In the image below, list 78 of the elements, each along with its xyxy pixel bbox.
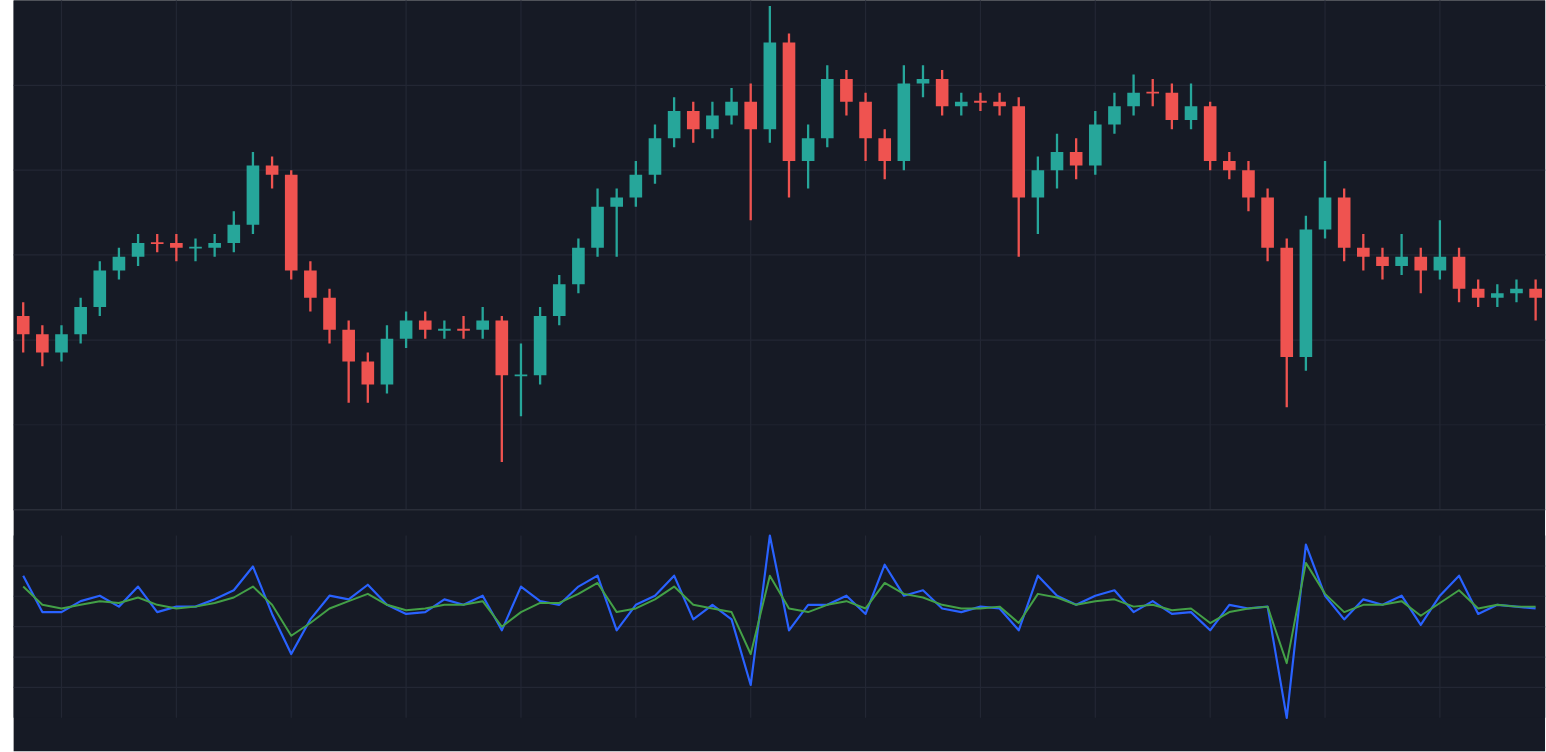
candlestick [1280,238,1294,408]
candlestick [591,188,604,258]
candlestick [840,70,853,116]
candlestick [189,238,202,262]
candlestick [744,83,758,221]
candlestick [1184,83,1198,130]
candlestick [686,102,700,144]
candlestick [629,161,643,207]
candlestick [74,298,87,344]
candlestick [1491,284,1504,308]
candlestick [782,33,796,198]
candlestick [897,65,911,171]
candlestick [93,261,107,317]
candlestick [1510,279,1523,303]
candlestick [1242,161,1255,212]
candlestick [1222,152,1236,180]
candlestick [208,234,221,258]
candlestick [1529,279,1542,321]
candlestick [993,92,1006,116]
candlestick [150,234,164,253]
candlestick [399,311,413,349]
candlestick [1337,188,1351,262]
candlestick [1261,188,1274,262]
candlestick [438,320,451,340]
candlestick [476,307,489,340]
candlestick [725,88,738,125]
candlestick [706,102,719,139]
candlestick [418,311,432,340]
candlestick [1471,279,1485,308]
candlestick [361,352,375,403]
candlestick [916,65,930,98]
candlestick [380,325,394,394]
candlestick [974,92,987,112]
candlestick [801,124,815,189]
candlestick [112,247,126,280]
candlestick [763,6,777,144]
candlestick [1146,79,1160,107]
candlestick [227,211,241,253]
candlestick [610,188,624,258]
candlestick [1452,247,1466,303]
candlestick [16,302,30,353]
candlestick [131,234,145,267]
candlestick [1433,220,1447,280]
candlestick [246,152,260,235]
candlestick [1127,74,1140,116]
candlestick [1318,161,1332,239]
candlestick [1108,92,1121,134]
candlestick [1050,133,1064,189]
candlestick [170,234,183,262]
candlestick [878,129,892,180]
candlestick [1414,247,1428,294]
candlestick [648,124,662,185]
candlestick [284,170,298,280]
candlestick [1299,216,1313,371]
candlestick [457,316,470,340]
candlestick [1203,102,1217,171]
candlestick [859,92,872,162]
candlestick [667,97,681,148]
candlestick [820,65,834,148]
candlestick [323,288,336,344]
candlestick [1395,234,1408,276]
candlestick [495,316,509,463]
candlestick [1069,138,1083,180]
candlestick [55,325,68,362]
candlestick [533,307,547,385]
candlestick [36,325,49,367]
candlestick [1012,97,1026,258]
candlestick [342,320,355,403]
candlestick [1376,247,1389,280]
candlestick [572,238,585,294]
candlestick [304,261,317,312]
candlestick [265,156,279,189]
candlestick [1165,83,1179,130]
candlestick [1031,156,1045,235]
candlestick [1357,234,1370,271]
candlestick [1088,111,1102,175]
candlestick [935,70,949,116]
candlestick [552,275,566,326]
